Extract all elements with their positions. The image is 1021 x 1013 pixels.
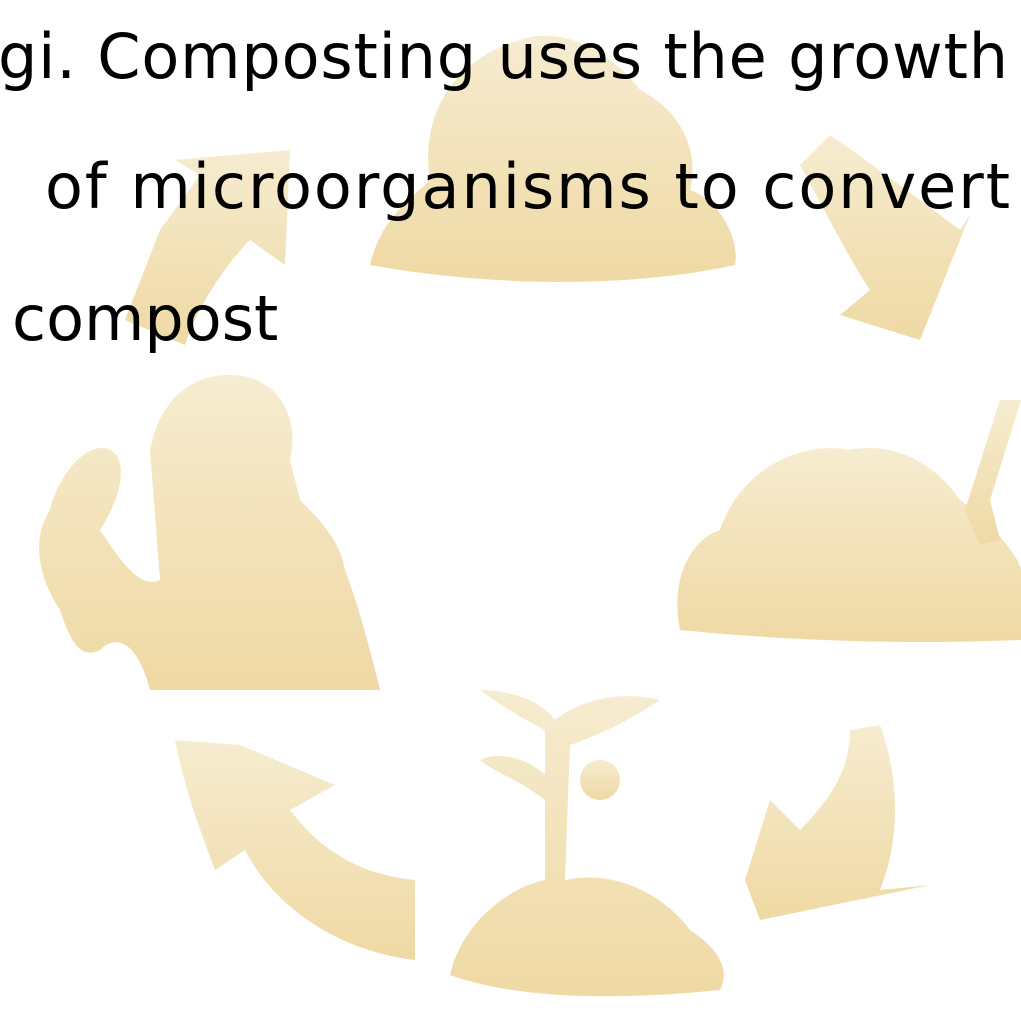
page: {"text_lines": ["gi. Composting uses the… <box>0 0 1021 1013</box>
text-line: compost <box>12 282 278 355</box>
text-line: of microorganisms to convert <box>45 150 1010 223</box>
text-line: gi. Composting uses the growth <box>0 20 1008 93</box>
slide: gi. Composting uses the growth of microo… <box>0 0 1021 1013</box>
